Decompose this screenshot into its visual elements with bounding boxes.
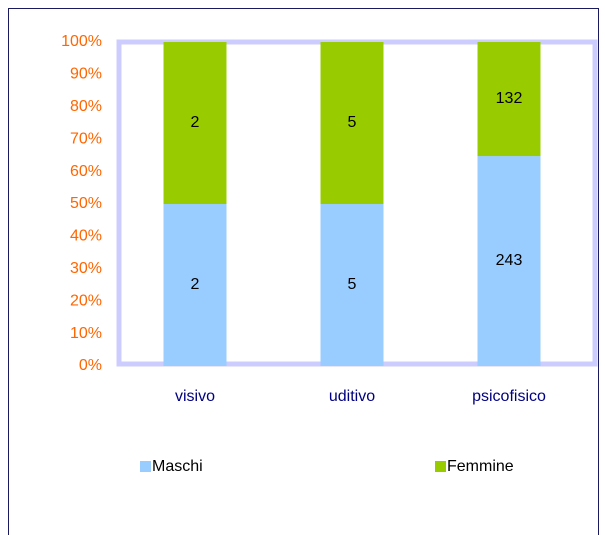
y-tick-label: 30% (70, 260, 102, 277)
y-tick-label: 0% (79, 357, 102, 374)
bar-segment (477, 42, 541, 157)
y-tick-label: 80% (70, 98, 102, 115)
x-tick-label: visivo (175, 388, 215, 405)
y-tick-label: 20% (70, 292, 102, 309)
bar-segment (163, 42, 227, 204)
bar-segment (320, 42, 384, 204)
data-label: 2 (191, 276, 200, 293)
bar-segment (320, 204, 384, 366)
legend-swatch (140, 461, 151, 472)
y-tick-label: 90% (70, 66, 102, 83)
bar-segment (477, 156, 541, 366)
x-tick-label: psicofisico (472, 388, 546, 405)
y-tick-label: 70% (70, 130, 102, 147)
y-tick-label: 100% (61, 33, 102, 50)
legend-swatch (435, 461, 446, 472)
y-tick-label: 50% (70, 195, 102, 212)
bar-segment (163, 204, 227, 366)
data-label: 5 (348, 114, 357, 131)
data-label: 132 (496, 90, 523, 107)
y-tick-label: 60% (70, 163, 102, 180)
legend-label: Maschi (152, 458, 203, 475)
legend-label: Femmine (447, 458, 514, 475)
data-label: 5 (348, 276, 357, 293)
y-tick-label: 40% (70, 228, 102, 245)
x-tick-label: uditivo (329, 388, 375, 405)
data-label: 2 (191, 114, 200, 131)
data-label: 243 (496, 252, 523, 269)
y-tick-label: 10% (70, 325, 102, 342)
